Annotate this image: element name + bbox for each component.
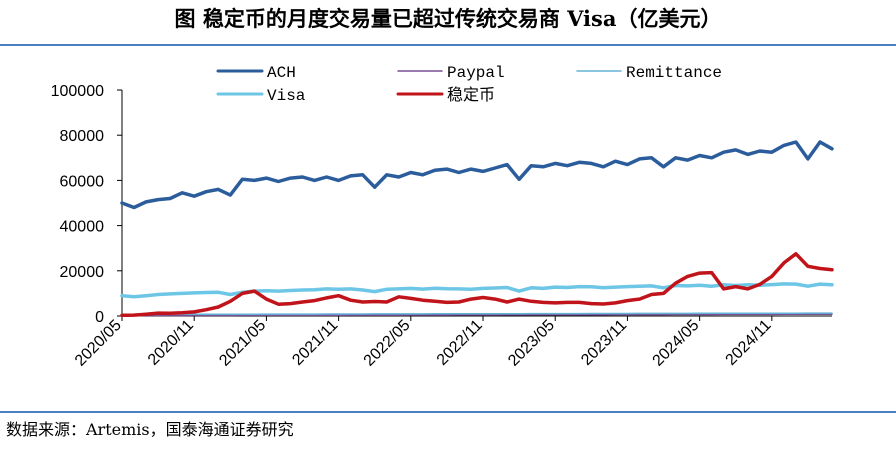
x-tick-label: 2024/05 <box>650 317 703 370</box>
data-source: 数据来源：Artemis，国泰海通证券研究 <box>6 420 294 439</box>
series-line <box>120 252 834 318</box>
series-line <box>120 282 834 299</box>
legend-label: ACH <box>267 64 296 82</box>
x-tick-label: 2021/11 <box>289 317 341 369</box>
x-tick-label: 2023/11 <box>578 317 630 369</box>
series-line <box>121 312 833 316</box>
chart-title: 图 稳定币的月度交易量已超过传统交易商 Visa（亿美元） <box>174 6 722 31</box>
source-divider <box>0 411 896 413</box>
series-line <box>120 140 834 210</box>
y-tick-label: 20000 <box>60 264 105 281</box>
x-tick-label: 2024/11 <box>723 317 775 369</box>
x-tick-label: 2021/05 <box>216 317 269 370</box>
legend-label: Remittance <box>626 64 722 82</box>
y-tick-label: 40000 <box>60 219 105 236</box>
series-line <box>121 313 833 317</box>
x-tick-label: 2023/05 <box>505 317 558 370</box>
chart-legend: ACH Paypal Remittance Visa 稳定币 <box>216 64 722 105</box>
x-tick-label: 2020/11 <box>145 317 197 369</box>
y-tick-label: 80000 <box>60 128 105 145</box>
x-tick-label: 2022/11 <box>434 317 486 369</box>
y-tick-label: 100000 <box>51 83 104 100</box>
y-tick-label: 60000 <box>60 173 105 190</box>
legend-label: 稳定币 <box>447 86 495 105</box>
x-tick-label: 2022/05 <box>361 317 414 370</box>
y-tick-label: 0 <box>95 309 104 326</box>
title-divider <box>0 44 896 46</box>
legend-label: Visa <box>267 87 306 105</box>
plot-area <box>120 140 834 318</box>
legend-label: Paypal <box>447 64 505 82</box>
